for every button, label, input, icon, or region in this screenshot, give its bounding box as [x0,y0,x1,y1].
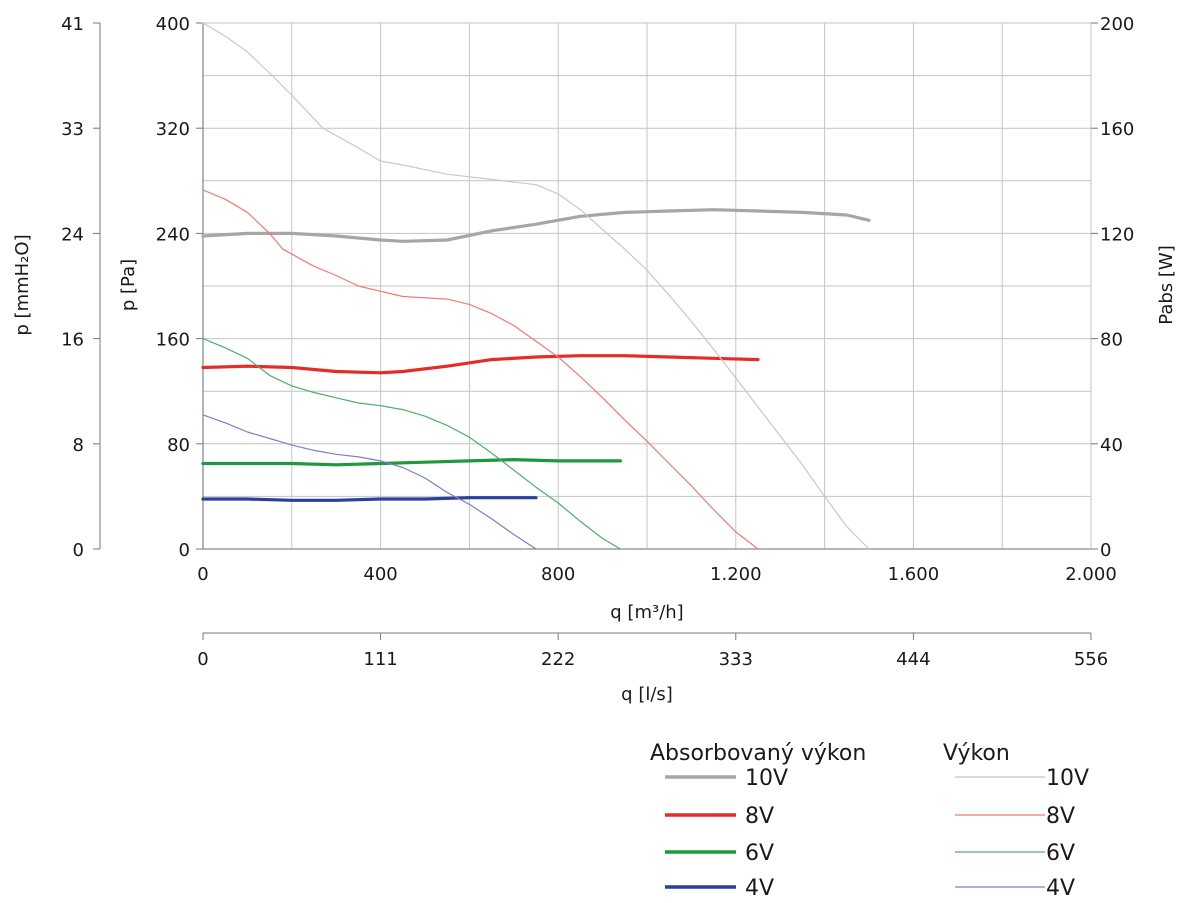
y2-tick-label: 0 [1100,540,1111,561]
legend-title-output: Výkon [943,741,1010,766]
legend-label-absorbed: 6V [745,841,774,866]
absorbed-power-6v-line [201,458,623,467]
plot-axes [93,22,1098,640]
legend-label-output: 4V [1046,876,1075,901]
legend-label-output: 10V [1046,766,1089,791]
legend-label-output: 8V [1046,804,1075,829]
legend-label-absorbed: 4V [745,876,774,901]
output-6v-line [202,338,622,550]
x-tick-label: 800 [541,564,575,585]
legend-title-absorbed: Absorbovaný výkon [650,741,866,766]
x2-tick-label: 222 [541,649,575,670]
y-outer-tick-label: 41 [61,14,84,35]
y2-tick-label: 120 [1100,224,1134,245]
y2-axis-title: Pabs [W] [1156,245,1177,324]
x2-tick-label: 556 [1074,649,1108,670]
absorbed-power-8v-line [201,354,760,375]
y-outer-tick-label: 0 [73,540,84,561]
x-tick-label: 2.000 [1065,564,1117,585]
output-8v-line [202,189,759,550]
y2-tick-label: 40 [1100,435,1123,456]
y-tick-label: 80 [167,435,190,456]
y-outer-tick-label: 16 [61,330,84,351]
absorbed-power-4v-line [201,496,538,502]
x-tick-label: 0 [197,564,208,585]
x-tick-label: 1.600 [888,564,940,585]
x2-axis-title: q [l/s] [621,684,673,705]
plot-grid [203,22,1092,549]
x-tick-label: 1.200 [710,564,762,585]
x2-tick-label: 444 [896,649,930,670]
y-outer-tick-label: 8 [73,435,84,456]
y2-tick-label: 80 [1100,330,1123,351]
legend-label-absorbed: 8V [745,804,774,829]
x2-tick-label: 333 [719,649,753,670]
y-tick-label: 240 [156,224,190,245]
legend-label-absorbed: 10V [745,766,788,791]
y2-tick-label: 200 [1100,14,1134,35]
x-axis-title: q [m³/h] [610,602,683,623]
data-series [201,22,871,550]
tick-labels: 0 8 16 24 33 41 0 80 160 240 320 400 0 40 80 120 160 200 0… [61,14,1134,670]
y-tick-label: 320 [156,119,190,140]
y-tick-label: 0 [179,540,190,561]
y-tick-label: 400 [156,14,190,35]
output-4v-line [202,414,537,550]
legend-label-output: 6V [1046,841,1075,866]
y-outer-tick-label: 33 [61,119,84,140]
y-tick-label: 160 [156,330,190,351]
absorbed-power-10v-line [201,208,871,243]
x2-tick-label: 0 [197,649,208,670]
y-outer-axis-title: p [mmH₂O] [12,234,33,335]
y2-tick-label: 160 [1100,119,1134,140]
legend: Absorbovaný výkon Výkon 10V 8V 6V 4V 10V 8V 6V… [650,741,1089,901]
x2-tick-label: 111 [363,649,397,670]
x-tick-label: 400 [363,564,397,585]
y-axis-title: p [Pa] [118,259,139,311]
output-10v-line [202,22,870,550]
y-outer-tick-label: 24 [61,224,84,245]
